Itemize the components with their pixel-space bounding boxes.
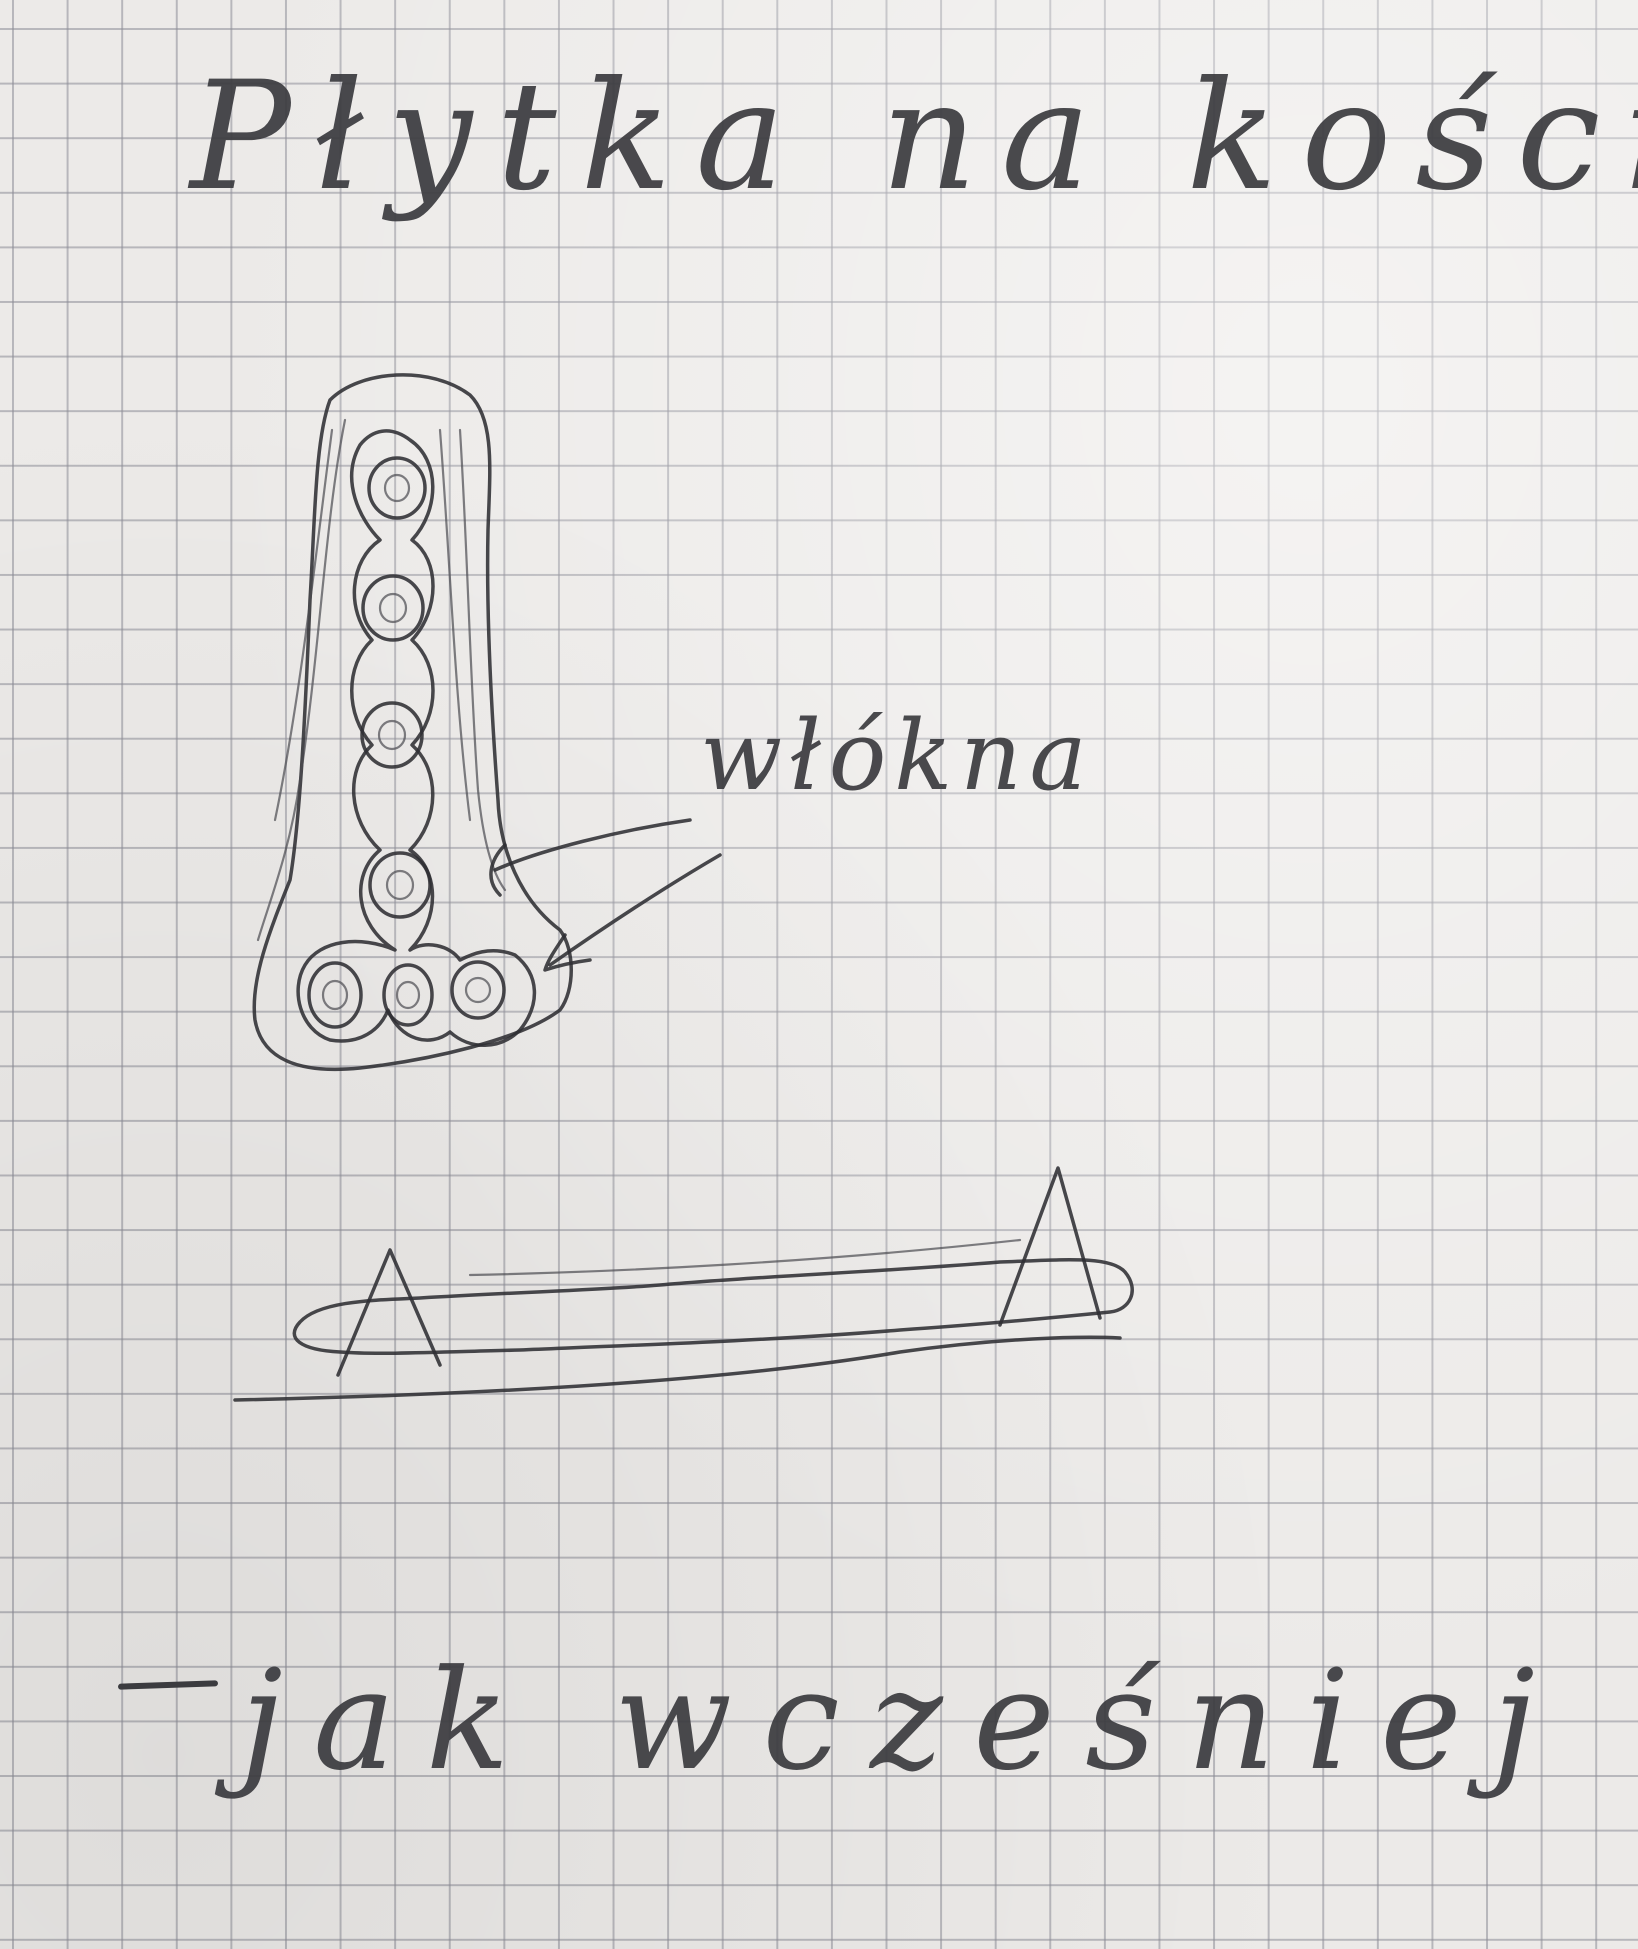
screw-holes — [307, 456, 506, 1029]
screw-hole — [307, 961, 363, 1029]
handwritten-title: Płytka na kości — [190, 50, 1638, 224]
plate-side — [292, 1257, 1134, 1356]
screw-right — [998, 1166, 1102, 1327]
bone-outline — [252, 373, 573, 1072]
screw-left — [336, 1248, 442, 1377]
bone-line — [233, 1335, 1122, 1402]
screw-hole — [450, 960, 506, 1020]
screw-hole — [367, 456, 427, 520]
plate-strip — [296, 429, 537, 1047]
screw-hole — [360, 701, 424, 769]
screw-hole — [361, 574, 425, 642]
fiber-arrows — [489, 818, 722, 972]
label-fibers: włókna — [700, 700, 1095, 812]
side-view-sketch — [233, 1166, 1134, 1402]
screw-hole — [382, 963, 434, 1027]
handwritten-caption: jak wcześniej — [240, 1640, 1566, 1801]
screw-hole — [368, 851, 432, 919]
